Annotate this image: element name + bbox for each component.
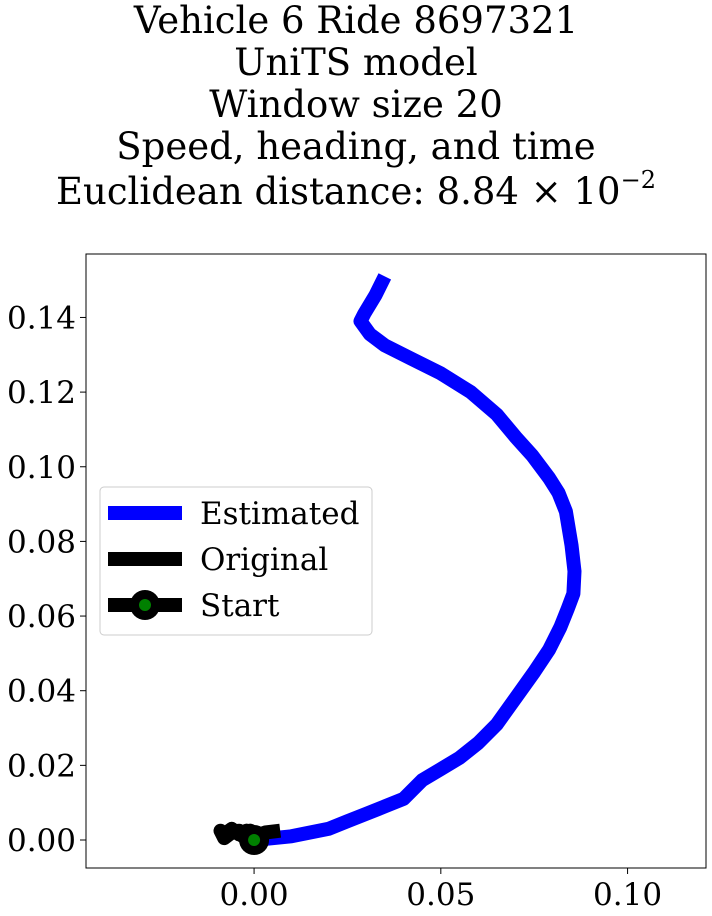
x-tick-label: 0.00 bbox=[220, 877, 289, 913]
title-metric-line: Euclidean distance: 8.84 × 10−2 bbox=[0, 168, 712, 213]
title-metric-exponent: −2 bbox=[620, 166, 656, 194]
title-line-1: Vehicle 6 Ride 8697321 bbox=[133, 0, 579, 42]
legend-original-label: Original bbox=[200, 542, 328, 578]
y-tick-label: 0.04 bbox=[7, 674, 76, 710]
start-marker-center bbox=[248, 834, 261, 847]
y-tick-label: 0.08 bbox=[7, 524, 76, 560]
ticks-layer: 0.00 0.05 0.10 0.00 0.02 0.04 0.06 0.08 0.10 0.12… bbox=[7, 300, 662, 913]
y-tick-label: 0.10 bbox=[7, 450, 76, 486]
legend: Estimated Original Start bbox=[99, 486, 373, 636]
x-tick-label: 0.05 bbox=[406, 877, 475, 913]
x-tick-label: 0.10 bbox=[593, 877, 662, 913]
axes-frame bbox=[85, 253, 707, 869]
title-line-4: Speed, heading, and time bbox=[116, 125, 596, 168]
y-tick-label: 0.06 bbox=[7, 599, 76, 635]
y-tick-label: 0.00 bbox=[7, 823, 76, 859]
title-metric-prefix: Euclidean distance: 8.84 bbox=[56, 170, 519, 213]
title-metric-times: × bbox=[530, 170, 562, 213]
y-tick-label: 0.02 bbox=[7, 748, 76, 784]
y-tick-label: 0.14 bbox=[7, 300, 76, 336]
legend-start-marker-center bbox=[139, 599, 151, 611]
legend-start-label: Start bbox=[200, 588, 280, 624]
legend-estimated-label: Estimated bbox=[200, 496, 359, 532]
series-layer bbox=[213, 273, 582, 856]
title-metric-base: 10 bbox=[573, 170, 621, 213]
y-tick-label: 0.12 bbox=[7, 375, 76, 411]
title-line-3: Window size 20 bbox=[209, 83, 503, 126]
series-estimated-line bbox=[253, 273, 582, 847]
title-line-2: UniTS model bbox=[234, 41, 478, 84]
chart-title: Vehicle 6 Ride 8697321 UniTS model Windo… bbox=[0, 0, 712, 213]
